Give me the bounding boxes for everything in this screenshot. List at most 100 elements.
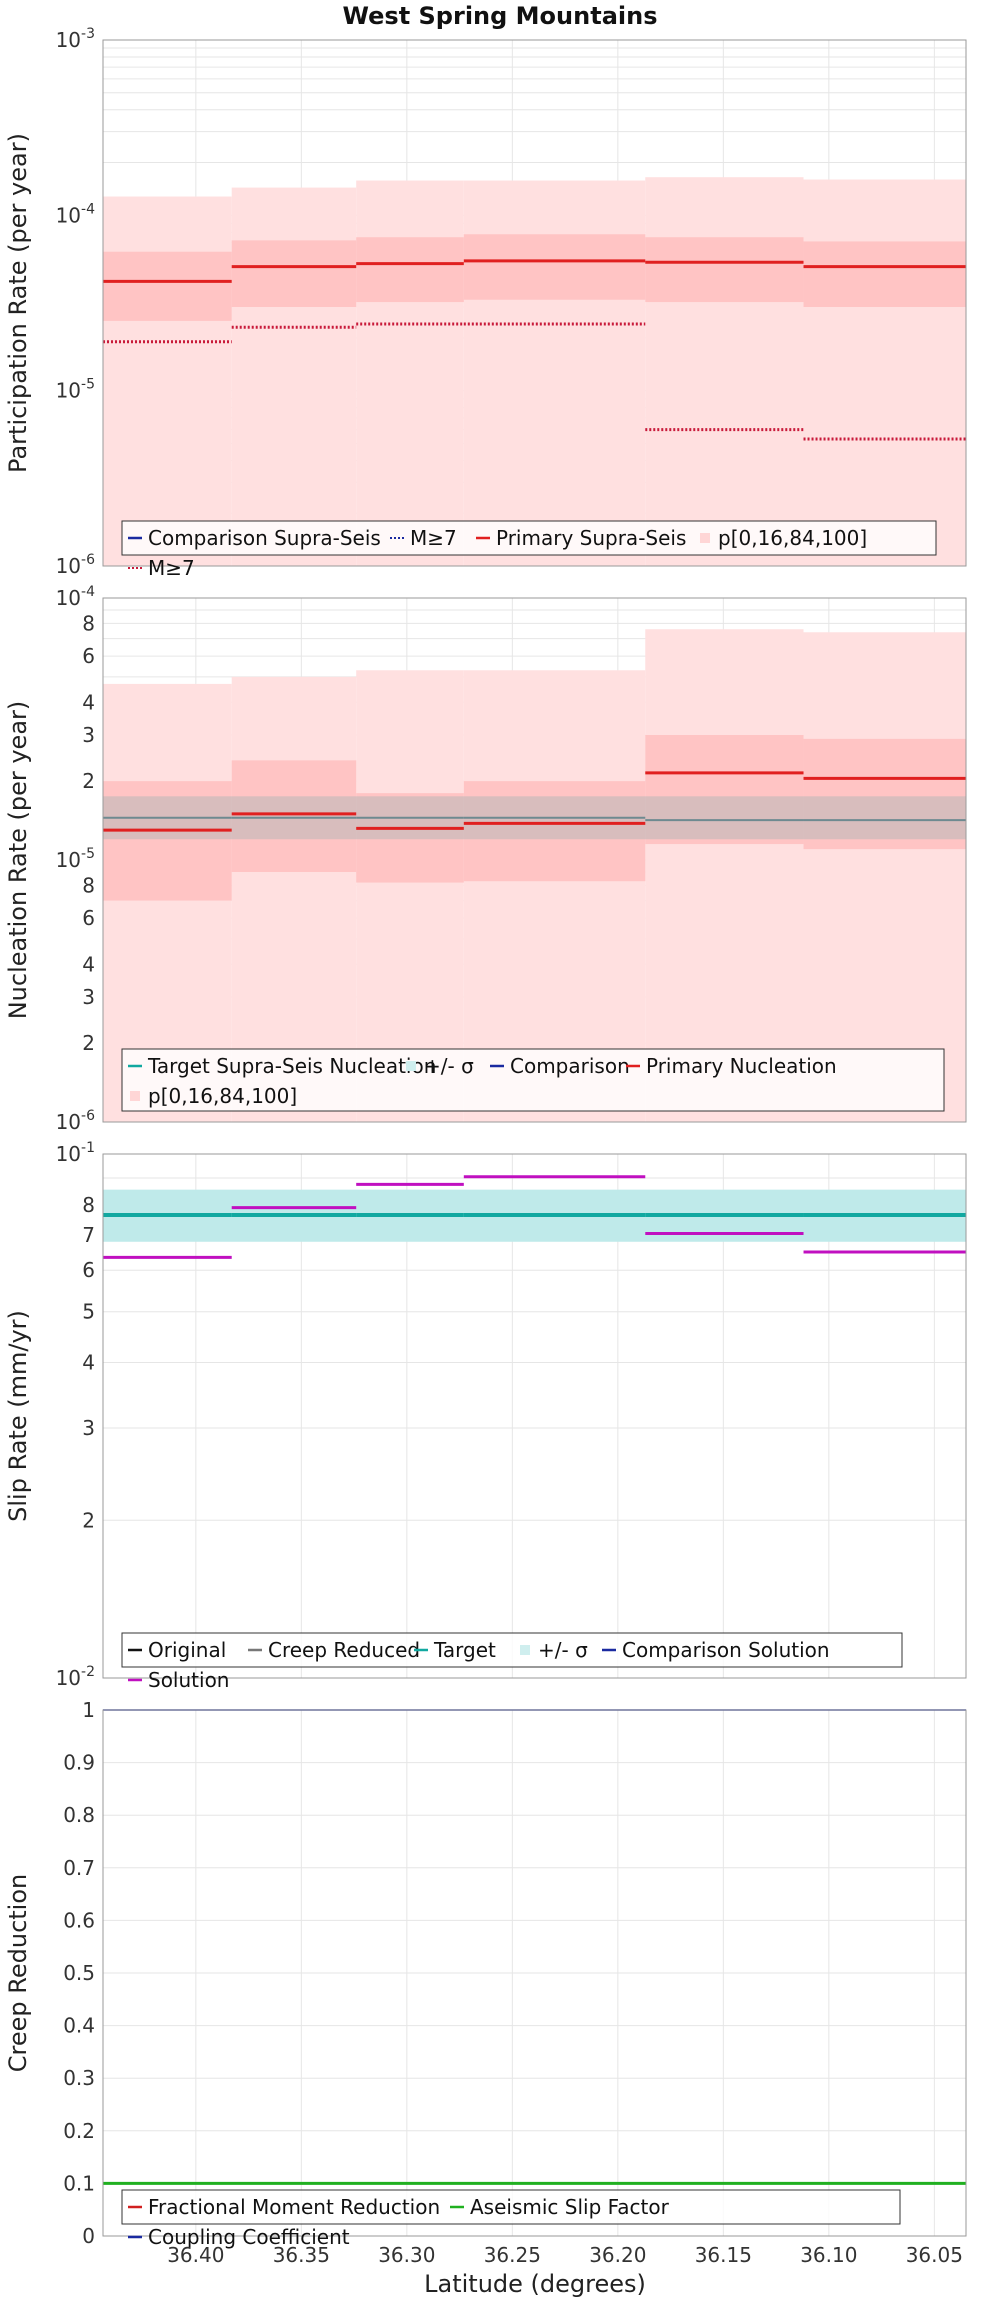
legend-label: +/- σ [538, 1638, 588, 1662]
y-tick-label: 10-5 [56, 377, 95, 403]
y-minor-tick-label: 2 [82, 769, 95, 793]
y-tick-label: 0.5 [63, 1961, 95, 1985]
legend-label: +/- σ [424, 1054, 474, 1078]
x-tick-label: 36.35 [273, 2243, 330, 2267]
legend-item: Solution [128, 1668, 229, 1692]
x-tick-label: 36.40 [167, 2243, 224, 2267]
legend-item: p[0,16,84,100] [130, 1084, 297, 1108]
y-minor-tick-label: 3 [82, 1416, 95, 1440]
y-tick-label: 0.8 [63, 1803, 95, 1827]
legend-label: Target Supra-Seis Nucleation [147, 1054, 436, 1078]
y-axis-title: Nucleation Rate (per year) [4, 701, 32, 1020]
y-tick-label: 0.1 [63, 2171, 95, 2195]
legend-item: Original [128, 1638, 226, 1662]
y-axis-title: Slip Rate (mm/yr) [4, 1310, 32, 1522]
band-inner-segment [356, 237, 464, 303]
y-axis-title: Creep Reduction [4, 1874, 32, 2072]
legend-box [121, 1048, 945, 1112]
y-tick-label: 10-4 [56, 201, 96, 227]
legend-item: Coupling Coefficient [128, 2225, 350, 2249]
legend-item: p[0,16,84,100] [700, 526, 867, 550]
legend-label: Solution [148, 1668, 229, 1692]
y-minor-tick-label: 3 [82, 985, 95, 1009]
legend-label: M≥7 [148, 556, 195, 580]
band-inner-segment [463, 234, 646, 300]
y-tick-label: 0.4 [63, 2014, 95, 2038]
legend: Comparison Supra-Seis M≥7 Primary Supra-Se… [121, 520, 937, 580]
band-outer-segment [645, 177, 804, 566]
y-tick-label: 1 [82, 1698, 95, 1722]
legend-label: Aseismic Slip Factor [470, 2195, 670, 2219]
y-tick-label: 0.3 [63, 2066, 95, 2090]
legend-label: M≥7 [410, 526, 457, 550]
legend: Fractional Moment Reduction Aseismic Slip… [121, 2189, 901, 2249]
y-tick-label: 0.2 [63, 2119, 95, 2143]
y-tick-label: 10-6 [56, 1108, 96, 1134]
legend-label: Coupling Coefficient [148, 2225, 350, 2249]
band-outer-segment [463, 670, 646, 1122]
plot-frame [102, 1153, 967, 1679]
band-inner-segment [231, 240, 357, 308]
y-minor-tick-label: 6 [82, 1258, 95, 1282]
legend-box [121, 520, 937, 556]
y-tick-label: 10-3 [56, 26, 95, 52]
legend-item: Comparison Solution [602, 1638, 830, 1662]
legend-item: +/- σ [520, 1638, 588, 1662]
legend-item: Fractional Moment Reduction [128, 2195, 440, 2219]
legend-item: Comparison Supra-Seis [128, 526, 381, 550]
band-inner-segment [103, 251, 232, 321]
legend-label: Comparison [510, 1054, 630, 1078]
y-tick-label: 0 [82, 2224, 95, 2248]
panel-4: 0 0.1 0.2 0.3 0.4 0.5 0.6 0.7 0.8 0.9 1 Creep Reduc… [4, 1698, 967, 2249]
legend-item: M≥7 [390, 526, 457, 550]
legend-item: Primary Supra-Seis [476, 526, 686, 550]
plot-frame [102, 597, 967, 1123]
y-minor-tick-label: 8 [82, 611, 95, 635]
legend-item: Primary Nucleation [626, 1054, 837, 1078]
y-minor-tick-label: 3 [82, 723, 95, 747]
legend-item: Target [414, 1638, 496, 1662]
band-inner-segment [645, 237, 804, 303]
chart-panels: 10-6 10-5 10-4 10-3 Participation Rate (per … [4, 26, 967, 2267]
legend-label: Target [433, 1638, 496, 1662]
panel-1: 10-6 10-5 10-4 10-3 Participation Rate (per … [4, 26, 967, 580]
y-minor-tick-label: 4 [82, 952, 95, 976]
legend-swatch [130, 1091, 140, 1101]
legend-item: +/- σ [406, 1054, 474, 1078]
x-tick-label: 36.25 [484, 2243, 541, 2267]
y-tick-label: 10-4 [56, 584, 96, 610]
legend-label: Comparison Solution [622, 1638, 830, 1662]
legend-item: M≥7 [128, 556, 195, 580]
legend-label: Creep Reduced [268, 1638, 420, 1662]
legend-label: Original [148, 1638, 226, 1662]
legend-label: Primary Nucleation [646, 1054, 837, 1078]
legend-item: Comparison [490, 1054, 630, 1078]
y-axis-title: Participation Rate (per year) [4, 133, 32, 473]
y-minor-tick-label: 5 [82, 1300, 95, 1324]
plot-frame [102, 39, 967, 567]
y-minor-tick-label: 4 [82, 1351, 95, 1375]
chart-title: West Spring Mountains [343, 2, 658, 30]
band-outer-segment [231, 676, 357, 1122]
y-minor-tick-label: 8 [82, 873, 95, 897]
y-tick-label: 0.7 [63, 1856, 95, 1880]
x-tick-label: 36.05 [906, 2243, 963, 2267]
band-outer-segment [803, 179, 966, 566]
band-outer-segment [645, 629, 804, 1122]
x-tick-label: 36.10 [800, 2243, 857, 2267]
legend-item: Aseismic Slip Factor [450, 2195, 670, 2219]
legend-label: Primary Supra-Seis [496, 526, 686, 550]
y-minor-tick-label: 8 [82, 1193, 95, 1217]
legend-item: Target Supra-Seis Nucleation [128, 1054, 436, 1078]
y-minor-tick-label: 7 [82, 1223, 95, 1247]
band-outer-segment [803, 632, 966, 1122]
legend-label: p[0,16,84,100] [718, 526, 867, 550]
legend-label: Fractional Moment Reduction [148, 2195, 440, 2219]
y-minor-tick-label: 2 [82, 1031, 95, 1055]
y-minor-tick-label: 6 [82, 644, 95, 668]
legend: Target Supra-Seis Nucleation+/- σ Compari… [121, 1048, 945, 1112]
x-tick-label: 36.15 [695, 2243, 752, 2267]
x-axis-title: Latitude (degrees) [424, 2270, 646, 2298]
legend-label: p[0,16,84,100] [148, 1084, 297, 1108]
